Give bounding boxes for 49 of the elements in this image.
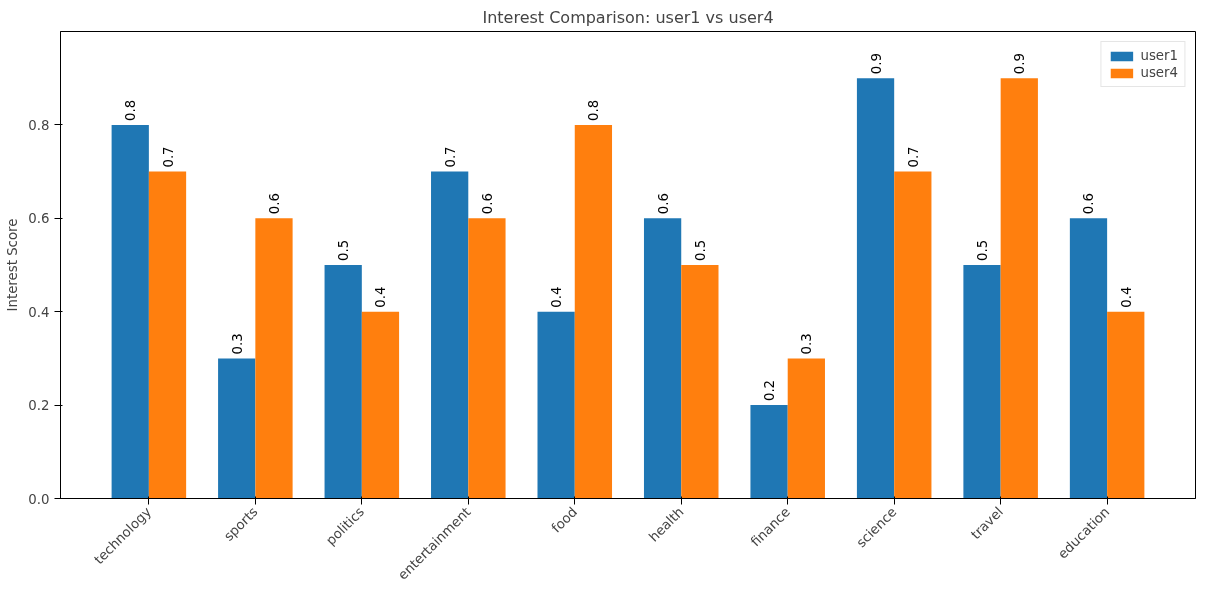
bar: [324, 265, 362, 499]
bar: [1069, 218, 1108, 499]
y-tick-label: 0.6: [28, 211, 50, 227]
bar: [1000, 78, 1038, 499]
data-label: 0.8: [123, 99, 139, 121]
data-label: 0.9: [1012, 53, 1028, 75]
data-label: 0.8: [586, 99, 602, 121]
data-label: 0.7: [160, 146, 176, 168]
bar: [218, 358, 256, 499]
data-label: 0.5: [975, 239, 991, 261]
bar: [111, 124, 149, 499]
bar: [963, 265, 1001, 499]
bar: [643, 218, 682, 499]
bar: [361, 311, 400, 499]
bar: [537, 311, 575, 499]
bar: [431, 171, 469, 499]
data-label: 0.4: [549, 286, 565, 308]
data-label: 0.3: [229, 333, 245, 355]
data-label: 0.5: [336, 239, 352, 261]
y-tick-label: 0.0: [28, 491, 50, 507]
bar: [148, 171, 187, 499]
bar: [750, 405, 788, 499]
data-label: 0.4: [373, 286, 389, 308]
bar: [255, 218, 293, 499]
data-label: 0.3: [799, 333, 815, 355]
bar: [787, 358, 825, 499]
y-tick-label: 0.8: [28, 117, 50, 133]
data-label: 0.6: [1081, 193, 1097, 215]
bar: [468, 218, 506, 499]
bar: [574, 124, 613, 499]
legend-label: user4: [1140, 65, 1178, 80]
bar: [856, 78, 895, 499]
data-label: 0.7: [442, 146, 458, 168]
bar: [681, 265, 719, 499]
data-label: 0.6: [655, 193, 671, 215]
bar: [1107, 311, 1145, 499]
data-label: 0.2: [762, 379, 778, 402]
chart-title: Interest Comparison: user1 vs user4: [482, 7, 774, 27]
data-label: 0.6: [266, 193, 282, 215]
legend-label: user1: [1140, 48, 1178, 63]
y-tick-label: 0.2: [28, 398, 50, 414]
data-label: 0.5: [692, 239, 708, 261]
data-label: 0.4: [1118, 286, 1134, 308]
data-label: 0.7: [905, 146, 921, 168]
y-axis-title: Interest Score: [5, 218, 21, 312]
y-tick-label: 0.4: [28, 304, 50, 320]
data-label: 0.9: [868, 53, 884, 75]
data-label: 0.6: [479, 193, 495, 215]
bar: [894, 171, 932, 499]
